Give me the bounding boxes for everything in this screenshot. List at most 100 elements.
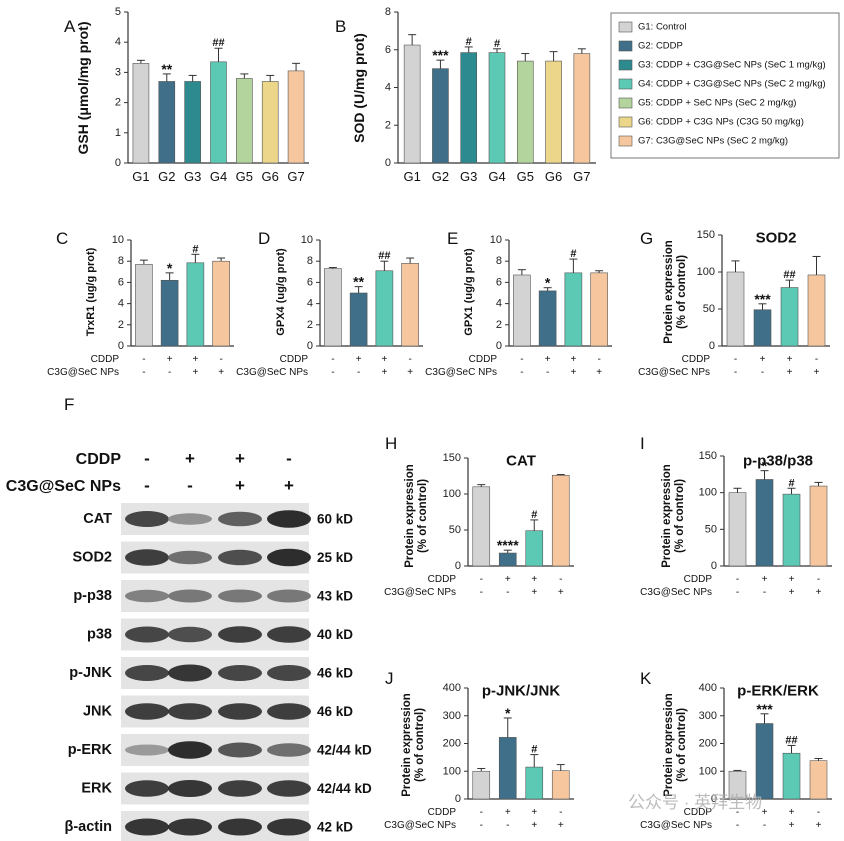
blot-row-sod2: SOD2 25 kD: [73, 541, 353, 574]
factor-sign-c3g: +: [814, 367, 820, 378]
blot-protein-label: CAT: [83, 511, 112, 527]
blot-band: [125, 549, 169, 566]
significance-marker: *: [167, 260, 173, 276]
factor-label-cddp: CDDP: [684, 807, 713, 818]
legend-entry: G6: CDDP + C3G NPs (C3G 50 mg/kg): [638, 117, 804, 128]
blot-band: [218, 511, 262, 527]
legend-entry: G2: CDDP: [638, 41, 683, 52]
y-tick-label: 4: [118, 298, 124, 310]
blot-band: [267, 818, 311, 836]
legend-swatch: [618, 40, 633, 52]
bar: [753, 309, 772, 347]
factor-sign-cddp: +: [531, 807, 537, 818]
bar: [782, 493, 801, 567]
y-axis-label-line: Protein expression: [404, 464, 416, 568]
bar: [782, 752, 801, 800]
legend-entry: G7: C3G@SeC NPs (SeC 2 mg/kg): [638, 136, 788, 147]
factor-sign-c3g: -: [736, 820, 739, 831]
bar: [432, 68, 449, 164]
factor-label-c3g: C3G@SeC NPs: [638, 367, 710, 378]
blot-size-label: 40 kD: [317, 627, 353, 642]
chart-panel-h: H CAT 0 50 100 150 Protein expression(% of con…: [384, 434, 574, 598]
significance-marker: ##: [785, 734, 797, 746]
x-tick-label: G5: [236, 169, 253, 184]
factor-label-cddp: CDDP: [428, 574, 457, 585]
factor-sign-cddp: -: [817, 574, 820, 585]
y-tick-label: 100: [443, 765, 461, 777]
factor-sign-c3g: -: [546, 367, 549, 378]
y-axis-label: Protein expression(% of control): [663, 693, 688, 797]
bar: [525, 766, 544, 800]
y-tick-label: 100: [443, 488, 461, 500]
bar: [545, 60, 562, 164]
bar: [158, 81, 176, 164]
bar: [488, 52, 506, 164]
legend-swatch: [618, 78, 633, 90]
chart-panel-j: Jp-JNK/JNK 0 100 200 300 400 Protein expressio…: [384, 669, 574, 831]
chart-panel-e: E 0 2 4 6 8 10 GPX1 (ug/g prot) - - * + - # + + - + CDDP C3…: [425, 229, 612, 378]
factor-sign-cddp: +: [760, 354, 766, 365]
y-tick-label: 6: [385, 44, 391, 56]
significance-marker: *: [505, 705, 511, 721]
significance-marker: #: [192, 243, 198, 255]
blot-band: [168, 550, 212, 565]
y-tick-label: 300: [699, 710, 717, 722]
factor-sign-cddp: +: [531, 574, 537, 585]
factor-sign-cddp: +: [505, 807, 511, 818]
factor-sign-cddp: +: [789, 807, 795, 818]
blot-band: [218, 626, 262, 643]
factor-sign-c3g: +: [407, 367, 413, 378]
factor-sign-cddp: -: [817, 807, 820, 818]
blot-protein-label: JNK: [83, 704, 113, 720]
y-tick-label: 4: [307, 298, 313, 310]
y-tick-label: 200: [443, 738, 461, 750]
blot-c3g-sign: +: [284, 476, 294, 495]
factor-sign-c3g: -: [761, 367, 764, 378]
blot-band: [267, 510, 311, 528]
factor-sign-c3g: -: [506, 587, 509, 598]
blot-band: [218, 780, 262, 797]
factor-sign-c3g: +: [531, 820, 537, 831]
y-axis-label: GPX4 (ug/g prot): [275, 248, 287, 336]
y-tick-label: 300: [443, 710, 461, 722]
legend-entry: G3: CDDP + C3G@SeC NPs (SeC 1 mg/kg): [638, 60, 826, 71]
bar: [780, 287, 799, 347]
factor-sign-cddp: -: [480, 807, 483, 818]
y-tick-label: 10: [301, 234, 313, 246]
y-tick-label: 2: [385, 119, 391, 131]
y-tick-label: 0: [455, 793, 461, 805]
factor-label-cddp: CDDP: [428, 807, 457, 818]
watermark: 公众号 · 英拜生物: [628, 793, 762, 812]
bar: [809, 485, 828, 567]
legend-entry: G1: Control: [638, 22, 687, 33]
significance-marker: #: [531, 509, 537, 521]
y-axis-label-line: Protein expression: [401, 693, 413, 797]
factor-sign-c3g: +: [192, 367, 198, 378]
y-tick-label: 100: [699, 765, 717, 777]
factor-sign-cddp: -: [559, 574, 562, 585]
factor-sign-c3g: +: [531, 587, 537, 598]
legend-swatch: [618, 135, 633, 147]
chart-panel-k: Kp-ERK/ERK 0 100 200 300 400 Protein expressio…: [640, 669, 832, 831]
blot-band: [168, 703, 212, 720]
factor-sign-c3g: +: [816, 587, 822, 598]
blot-band: [125, 818, 169, 836]
blot-band: [267, 626, 311, 643]
bar: [212, 260, 230, 347]
y-axis-label: GSH (μmol/mg prot): [75, 22, 91, 155]
factor-sign-cddp: +: [787, 354, 793, 365]
chart-panel-b: B 0 2 4 6 8 SOD (U/mg prot) G1 *** G2 # G3 # G4 G5 G6 G7: [335, 6, 596, 184]
y-tick-label: 5: [115, 6, 121, 18]
y-tick-label: 8: [385, 6, 391, 18]
bar: [403, 44, 421, 164]
blot-size-label: 25 kD: [317, 550, 353, 565]
factor-sign-c3g: -: [506, 820, 509, 831]
y-tick-label: 0: [115, 157, 121, 169]
significance-marker: *: [545, 275, 551, 291]
factor-label-c3g: C3G@SeC NPs: [640, 820, 712, 831]
bar: [809, 760, 828, 800]
factor-sign-cddp: +: [789, 574, 795, 585]
y-tick-label: 6: [496, 276, 502, 288]
bar: [755, 723, 774, 800]
chart-panel-d: D 0 2 4 6 8 10 GPX4 (ug/g prot) - - ** + - ## + + - + CDDP…: [236, 229, 423, 378]
